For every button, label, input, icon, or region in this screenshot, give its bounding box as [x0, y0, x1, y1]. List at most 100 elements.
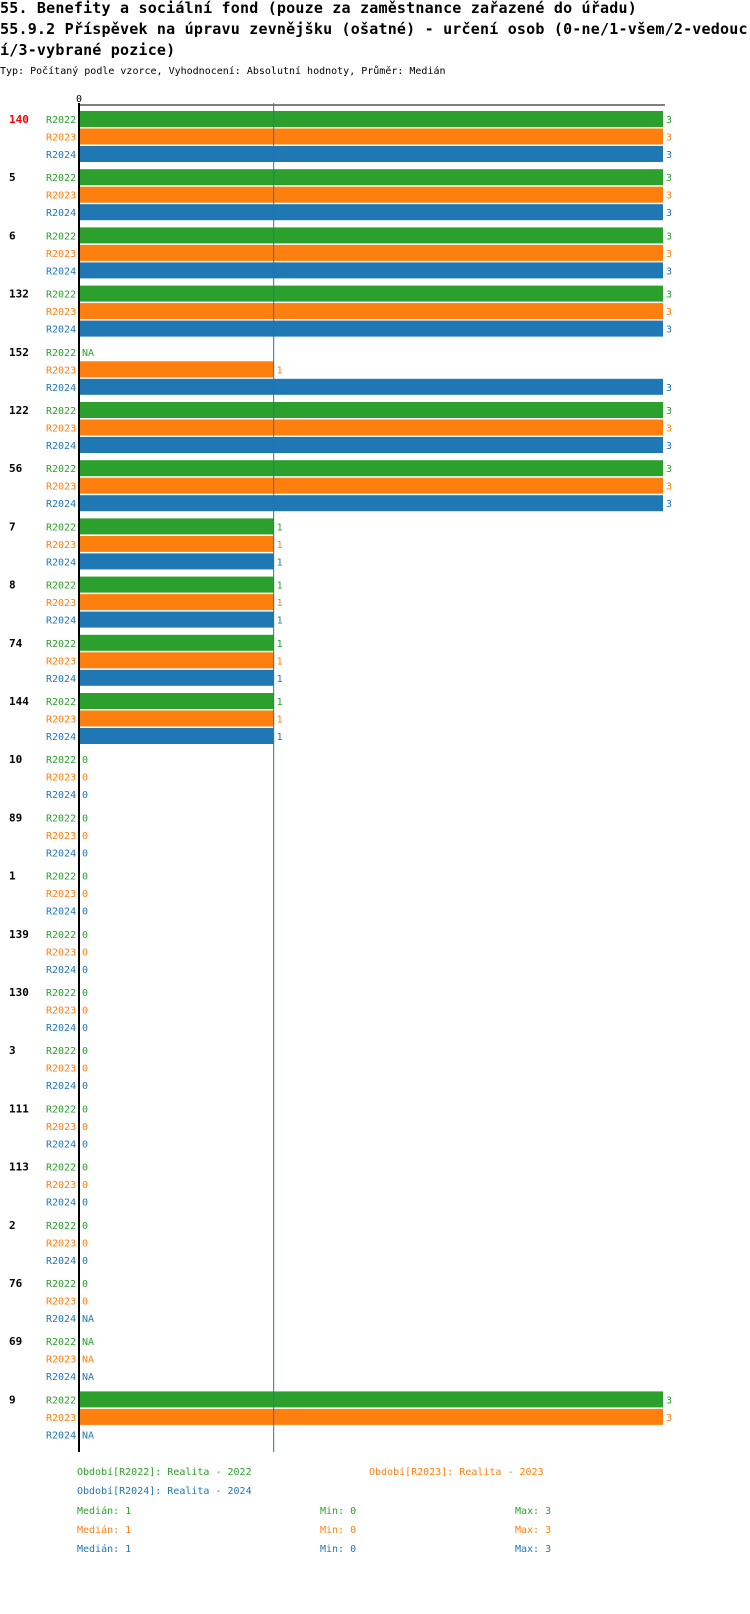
value-label: 0	[82, 872, 88, 883]
value-label: 3	[666, 1413, 672, 1424]
series-label: R2024	[46, 907, 76, 918]
bar	[79, 361, 274, 378]
value-label: 0	[82, 1122, 88, 1133]
value-label: 0	[82, 1297, 88, 1308]
value-label: NA	[82, 1430, 94, 1441]
series-label: R2022	[46, 872, 76, 883]
series-label: R2022	[46, 1337, 76, 1348]
series-label: R2022	[46, 813, 76, 824]
series-label: R2022	[46, 173, 76, 184]
series-label: R2023	[46, 773, 76, 784]
group-label: 130	[9, 986, 29, 999]
bar	[79, 186, 663, 203]
series-label: R2024	[46, 1372, 76, 1383]
value-label: 0	[82, 773, 88, 784]
value-label: 1	[277, 365, 283, 376]
value-label: 0	[82, 1064, 88, 1075]
value-label: 0	[82, 1198, 88, 1209]
series-label: R2023	[46, 1122, 76, 1133]
group-label: 111	[9, 1102, 29, 1115]
series-label: R2022	[46, 930, 76, 941]
chart-title-line-3: í/3-vybrané pozice)	[0, 41, 176, 59]
value-label: 1	[277, 581, 283, 592]
series-label: R2023	[46, 191, 76, 202]
value-label: 3	[666, 133, 672, 144]
bar	[79, 227, 663, 244]
bar	[79, 728, 274, 744]
value-label: 3	[666, 464, 672, 475]
value-label: 0	[82, 1023, 88, 1034]
series-label: R2023	[46, 482, 76, 493]
value-label: 0	[82, 1081, 88, 1092]
series-label: R2024	[46, 383, 76, 394]
group-label: 3	[9, 1044, 16, 1057]
series-label: R2024	[46, 1081, 76, 1092]
group-label: 69	[9, 1335, 22, 1348]
value-label: 0	[82, 1238, 88, 1249]
value-label: 0	[82, 1139, 88, 1150]
value-label: 3	[666, 290, 672, 301]
bar	[79, 111, 663, 127]
series-label: R2022	[46, 581, 76, 592]
series-label: R2022	[46, 522, 76, 533]
series-label: R2024	[46, 965, 76, 976]
series-label: R2023	[46, 947, 76, 958]
value-label: NA	[82, 348, 94, 359]
bar	[79, 169, 663, 186]
value-label: 0	[82, 947, 88, 958]
group-label: 152	[9, 346, 29, 359]
series-label: R2024	[46, 441, 76, 452]
series-label: R2023	[46, 424, 76, 435]
value-label: 1	[277, 732, 283, 743]
series-label: R2022	[46, 464, 76, 475]
value-label: 0	[82, 1104, 88, 1115]
value-label: 0	[82, 1221, 88, 1232]
bar	[79, 477, 663, 494]
value-label: 3	[666, 115, 672, 126]
value-label: 0	[82, 1046, 88, 1057]
group-label: 144	[9, 695, 29, 708]
value-label: 0	[82, 889, 88, 900]
series-label: R2022	[46, 1104, 76, 1115]
series-label: R2023	[46, 307, 76, 318]
value-label: 0	[82, 965, 88, 976]
value-label: 0	[82, 1180, 88, 1191]
series-label: R2023	[46, 656, 76, 667]
bar	[79, 128, 663, 145]
series-label: R2024	[46, 732, 76, 743]
value-label: 3	[666, 266, 672, 277]
group-label: 74	[9, 637, 23, 650]
series-label: R2023	[46, 715, 76, 726]
series-label: R2023	[46, 365, 76, 376]
value-label: 3	[666, 307, 672, 318]
series-label: R2023	[46, 1297, 76, 1308]
value-label: 3	[666, 406, 672, 417]
value-label: 3	[666, 383, 672, 394]
value-label: 0	[82, 1256, 88, 1267]
series-label: R2024	[46, 1256, 76, 1267]
series-label: R2024	[46, 266, 76, 277]
series-label: R2024	[46, 848, 76, 859]
series-label: R2023	[46, 1064, 76, 1075]
series-label: R2023	[46, 540, 76, 551]
series-label: R2024	[46, 499, 76, 510]
series-label: R2022	[46, 290, 76, 301]
value-label: 3	[666, 191, 672, 202]
series-label: R2022	[46, 1279, 76, 1290]
group-label: 5	[9, 171, 16, 184]
value-label: NA	[82, 1314, 94, 1325]
bar	[79, 518, 274, 535]
series-label: R2022	[46, 1395, 76, 1406]
series-label: R2022	[46, 115, 76, 126]
series-label: R2022	[46, 348, 76, 359]
series-label: R2024	[46, 790, 76, 801]
x-tick-label: 0	[76, 94, 82, 105]
series-label: R2024	[46, 674, 76, 685]
value-label: 0	[82, 1279, 88, 1290]
group-label: 122	[9, 404, 29, 417]
value-label: 3	[666, 249, 672, 260]
value-label: 1	[277, 656, 283, 667]
value-label: 0	[82, 930, 88, 941]
group-label: 140	[9, 113, 29, 126]
bar	[79, 402, 663, 418]
